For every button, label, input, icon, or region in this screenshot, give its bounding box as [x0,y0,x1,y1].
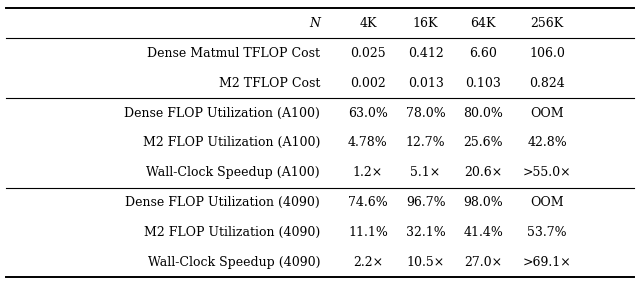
Text: >55.0×: >55.0× [523,166,572,179]
Text: >69.1×: >69.1× [523,256,572,269]
Text: 11.1%: 11.1% [348,226,388,239]
Text: N: N [309,17,320,30]
Text: 20.6×: 20.6× [464,166,502,179]
Text: 42.8%: 42.8% [527,136,567,149]
Text: 0.824: 0.824 [529,77,565,90]
Text: 25.6%: 25.6% [463,136,503,149]
Text: 27.0×: 27.0× [464,256,502,269]
Text: 106.0: 106.0 [529,47,565,60]
Text: 256K: 256K [531,17,564,30]
Text: 6.60: 6.60 [469,47,497,60]
Text: Dense Matmul TFLOP Cost: Dense Matmul TFLOP Cost [147,47,320,60]
Text: OOM: OOM [531,196,564,209]
Text: 0.412: 0.412 [408,47,444,60]
Text: 32.1%: 32.1% [406,226,445,239]
Text: 78.0%: 78.0% [406,106,445,119]
Text: 10.5×: 10.5× [406,256,445,269]
Text: 0.025: 0.025 [350,47,386,60]
Text: 12.7%: 12.7% [406,136,445,149]
Text: Dense FLOP Utilization (4090): Dense FLOP Utilization (4090) [125,196,320,209]
Text: Wall-Clock Speedup (A100): Wall-Clock Speedup (A100) [147,166,320,179]
Text: 63.0%: 63.0% [348,106,388,119]
Text: 16K: 16K [413,17,438,30]
Text: 0.013: 0.013 [408,77,444,90]
Text: 53.7%: 53.7% [527,226,567,239]
Text: Wall-Clock Speedup (4090): Wall-Clock Speedup (4090) [147,256,320,269]
Text: 4.78%: 4.78% [348,136,388,149]
Text: 74.6%: 74.6% [348,196,388,209]
Text: 4K: 4K [359,17,377,30]
Text: M2 TFLOP Cost: M2 TFLOP Cost [219,77,320,90]
Text: 0.103: 0.103 [465,77,501,90]
Text: 5.1×: 5.1× [410,166,441,179]
Text: M2 FLOP Utilization (A100): M2 FLOP Utilization (A100) [143,136,320,149]
Text: 80.0%: 80.0% [463,106,503,119]
Text: 0.002: 0.002 [350,77,386,90]
Text: 98.0%: 98.0% [463,196,503,209]
Text: 1.2×: 1.2× [353,166,383,179]
Text: Dense FLOP Utilization (A100): Dense FLOP Utilization (A100) [124,106,320,119]
Text: 2.2×: 2.2× [353,256,383,269]
Text: 64K: 64K [470,17,496,30]
Text: 96.7%: 96.7% [406,196,445,209]
Text: 41.4%: 41.4% [463,226,503,239]
Text: OOM: OOM [531,106,564,119]
Text: M2 FLOP Utilization (4090): M2 FLOP Utilization (4090) [144,226,320,239]
